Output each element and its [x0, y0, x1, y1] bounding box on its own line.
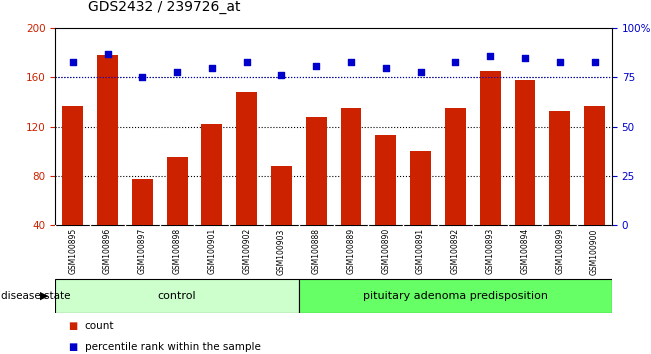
Text: GSM100900: GSM100900 — [590, 228, 599, 275]
Point — [172, 69, 182, 74]
Text: ▶: ▶ — [40, 291, 49, 301]
Text: GSM100903: GSM100903 — [277, 228, 286, 275]
Text: GSM100891: GSM100891 — [416, 228, 425, 274]
Bar — [445, 108, 466, 225]
Text: pituitary adenoma predisposition: pituitary adenoma predisposition — [363, 291, 548, 301]
Point — [206, 65, 217, 70]
Bar — [62, 106, 83, 225]
Bar — [340, 108, 361, 225]
Point — [346, 59, 356, 64]
Text: percentile rank within the sample: percentile rank within the sample — [85, 342, 260, 352]
Point — [68, 59, 78, 64]
Bar — [584, 106, 605, 225]
Text: GSM100897: GSM100897 — [138, 228, 147, 274]
Point — [137, 75, 148, 80]
Point — [242, 59, 252, 64]
Text: GSM100896: GSM100896 — [103, 228, 112, 274]
Point — [589, 59, 600, 64]
Text: count: count — [85, 321, 114, 331]
Text: GSM100895: GSM100895 — [68, 228, 77, 274]
Text: GSM100892: GSM100892 — [451, 228, 460, 274]
Text: GSM100893: GSM100893 — [486, 228, 495, 274]
Point — [311, 63, 322, 68]
Bar — [410, 151, 431, 225]
Point — [276, 73, 286, 78]
Text: GSM100894: GSM100894 — [520, 228, 529, 274]
Text: GDS2432 / 239726_at: GDS2432 / 239726_at — [88, 0, 240, 14]
Bar — [201, 124, 222, 225]
Point — [555, 59, 565, 64]
Bar — [271, 166, 292, 225]
Text: GSM100890: GSM100890 — [381, 228, 391, 274]
Bar — [236, 92, 257, 225]
Text: ■: ■ — [68, 342, 77, 352]
Text: control: control — [158, 291, 197, 301]
Bar — [514, 80, 535, 225]
Text: GSM100901: GSM100901 — [208, 228, 216, 274]
Bar — [299, 279, 612, 313]
Bar — [97, 55, 118, 225]
Text: GSM100902: GSM100902 — [242, 228, 251, 274]
Point — [381, 65, 391, 70]
Point — [102, 51, 113, 57]
Text: GSM100888: GSM100888 — [312, 228, 321, 274]
Point — [519, 55, 530, 61]
Text: ■: ■ — [68, 321, 77, 331]
Bar — [55, 279, 299, 313]
Bar — [132, 179, 153, 225]
Point — [450, 59, 461, 64]
Bar — [306, 117, 327, 225]
Text: GSM100889: GSM100889 — [346, 228, 355, 274]
Text: GSM100899: GSM100899 — [555, 228, 564, 274]
Bar — [480, 71, 501, 225]
Bar — [376, 135, 396, 225]
Point — [485, 53, 495, 59]
Point — [415, 69, 426, 74]
Bar — [549, 110, 570, 225]
Bar — [167, 157, 187, 225]
Text: disease state: disease state — [1, 291, 71, 301]
Text: GSM100898: GSM100898 — [173, 228, 182, 274]
